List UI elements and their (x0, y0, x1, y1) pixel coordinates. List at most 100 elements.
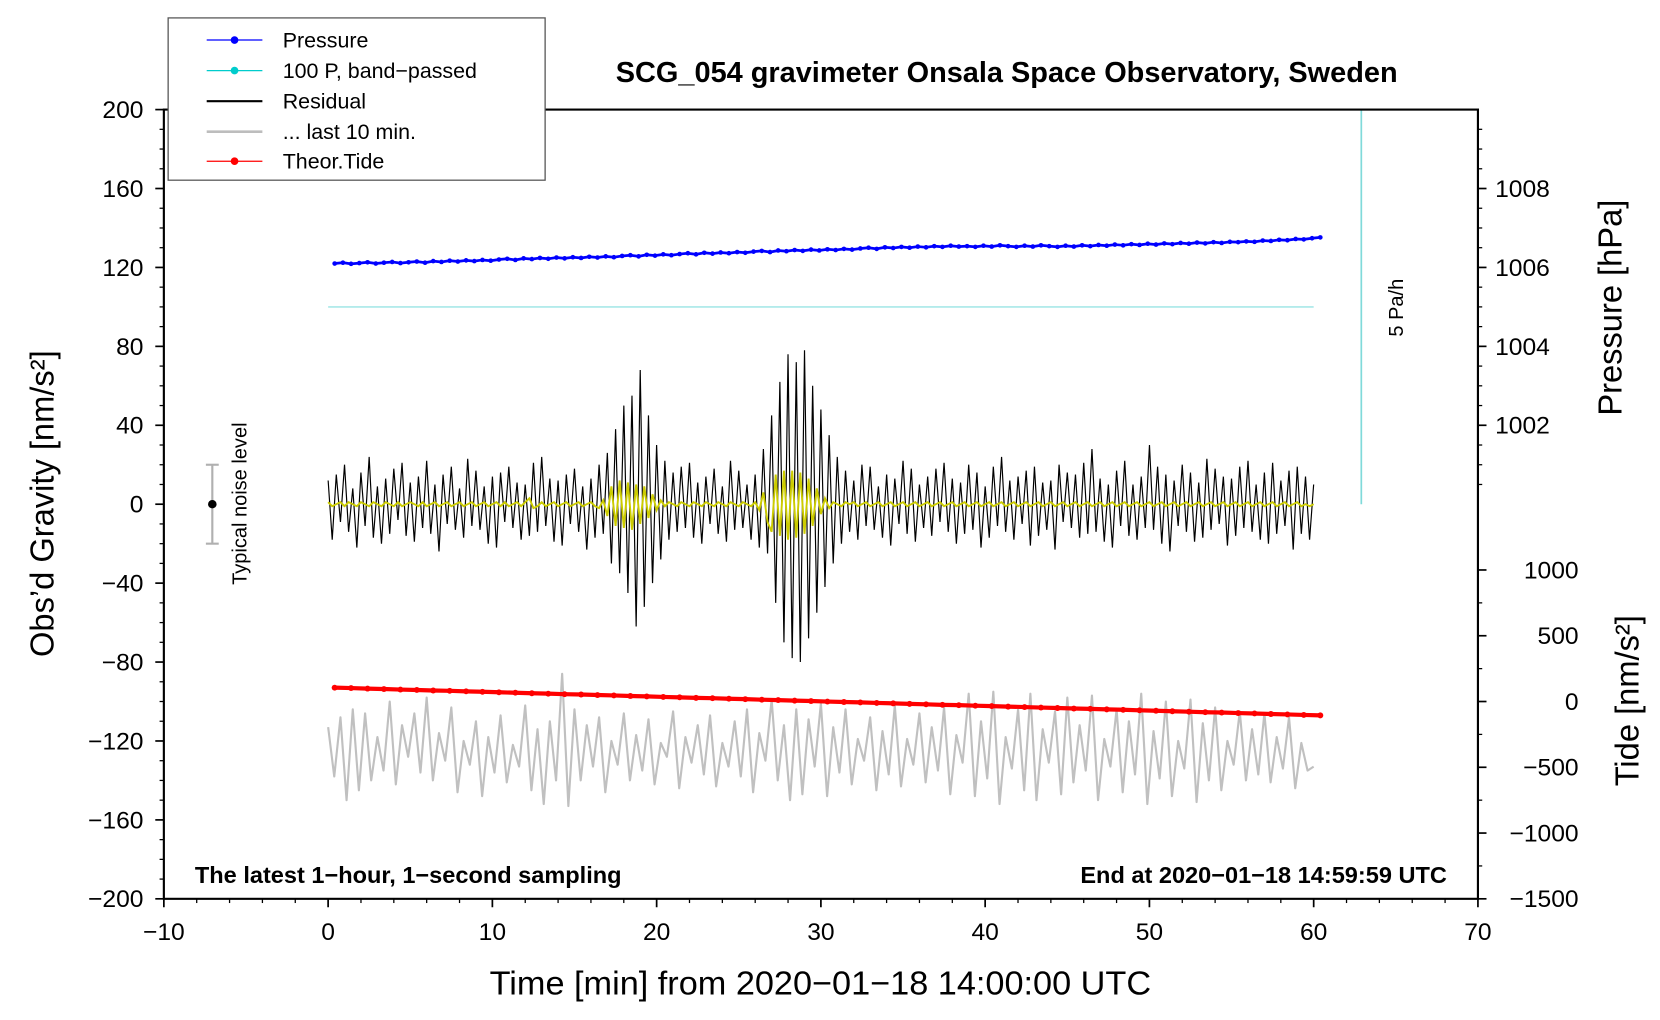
theor-tide-point (1317, 712, 1324, 719)
pressure-point (1063, 243, 1068, 249)
pressure-point (685, 250, 691, 256)
theor-tide-point (528, 690, 535, 697)
pressure-point (784, 248, 789, 254)
legend-label-residual: Residual (283, 90, 366, 114)
pressure-point (849, 247, 855, 252)
pressure-point (1013, 244, 1019, 250)
legend-label-theor-tide: Theor.Tide (283, 150, 385, 174)
pressure-point (496, 257, 502, 262)
y-axis-label: Obs’d Gravity [nm/s²] (23, 350, 60, 657)
theor-tide-point (1087, 705, 1094, 712)
theor-tide-point (1070, 705, 1077, 712)
pressure-point (1079, 242, 1085, 248)
pressure-point (1202, 241, 1208, 246)
theor-tide-point (594, 692, 601, 698)
theor-tide-point (1037, 704, 1044, 711)
pressure-point (677, 251, 682, 257)
y-tick-label: −200 (88, 886, 143, 913)
legend-label-last-10-min: ... last 10 min. (283, 120, 416, 144)
pressure-point (406, 259, 411, 265)
theor-tide-point (430, 687, 437, 694)
theor-tide-point (840, 699, 847, 705)
scale-bar-label: 5 Pa/h (1386, 279, 1408, 337)
y-tick-label: 0 (130, 492, 144, 519)
x-tick-label: 70 (1464, 919, 1491, 946)
pressure-point (480, 257, 485, 263)
pressure-point (529, 256, 535, 262)
pressure-point (866, 245, 871, 251)
pressure-point (545, 256, 551, 262)
residual-filtered-line (327, 470, 1315, 540)
pressure-point (636, 254, 641, 259)
theor-tide-point (890, 700, 897, 707)
theor-tide-point (561, 691, 568, 698)
theor-tide-point (1185, 708, 1192, 715)
legend-item-last-10-min: ... last 10 min. (206, 120, 416, 144)
pressure-point (512, 257, 518, 263)
theor-tide-point (775, 697, 782, 704)
theor-tide-point (1005, 703, 1012, 710)
pressure-point (1170, 241, 1175, 247)
pressure-point (595, 255, 600, 260)
pressure-point (1252, 239, 1257, 245)
pressure-point (1055, 244, 1060, 250)
pressure-point (570, 254, 576, 260)
pressure-point (1153, 242, 1159, 247)
pressure-point (373, 261, 379, 266)
tide-tick-label: 1000 (1524, 558, 1579, 585)
pressure-point (890, 245, 896, 251)
pressure-point (644, 252, 650, 258)
pressure-point (381, 260, 387, 266)
pressure-point (701, 250, 707, 256)
y-tick-label: −80 (102, 650, 144, 677)
pressure-point (792, 247, 798, 253)
theor-tide-point (693, 694, 700, 701)
theor-tide-point (479, 688, 486, 695)
pressure-tick-label: 1002 (1495, 413, 1550, 440)
theor-tide-point (1103, 706, 1110, 713)
theor-tide-point (873, 699, 880, 706)
theor-tide-point (923, 701, 930, 708)
pressure-point (389, 259, 395, 265)
pressure-point (997, 242, 1003, 248)
y-tick-label: −120 (88, 729, 143, 756)
theor-tide-point (545, 690, 552, 697)
pressure-point (611, 254, 617, 260)
pressure-point (455, 259, 461, 264)
pressure-point (857, 246, 863, 251)
theor-tide-point (824, 698, 831, 705)
theor-tide-point (578, 691, 585, 698)
pressure-point (1161, 241, 1167, 246)
chart-title: SCG_054 gravimeter Onsala Space Observat… (616, 57, 1398, 89)
theor-tide-point (1235, 710, 1242, 717)
pressure-point (1046, 243, 1052, 249)
y-tick-label: 120 (102, 255, 143, 282)
pressure-point (874, 246, 880, 252)
legend-marker-pressure (230, 36, 239, 44)
pressure-point (923, 244, 929, 250)
pressure-point (628, 252, 633, 258)
tide-tick-label: −500 (1523, 755, 1578, 782)
pressure-point (537, 255, 543, 261)
pressure-point (1112, 242, 1118, 247)
legend: Pressure 100 P, band−passed Residual ...… (167, 17, 546, 181)
theor-tide-point (808, 698, 815, 704)
pressure-point (1104, 243, 1110, 249)
theor-tide-point (1169, 708, 1176, 715)
pressure-point (899, 244, 904, 250)
pressure-point (989, 244, 995, 249)
pressure-point (332, 261, 338, 266)
pressure-point (940, 244, 945, 250)
pressure-point (1178, 240, 1183, 246)
theor-tide-point (348, 685, 355, 692)
legend-item-theor-tide: Theor.Tide (206, 150, 385, 174)
legend-label-pressure: Pressure (283, 29, 369, 53)
pressure-point (1030, 244, 1036, 249)
pressure-point (652, 253, 658, 258)
pressure-tick-label: 1004 (1495, 334, 1550, 361)
theor-tide-point (742, 696, 749, 703)
pressure-point (742, 250, 748, 256)
pressure-point (603, 254, 609, 259)
pressure-point (1301, 237, 1307, 242)
